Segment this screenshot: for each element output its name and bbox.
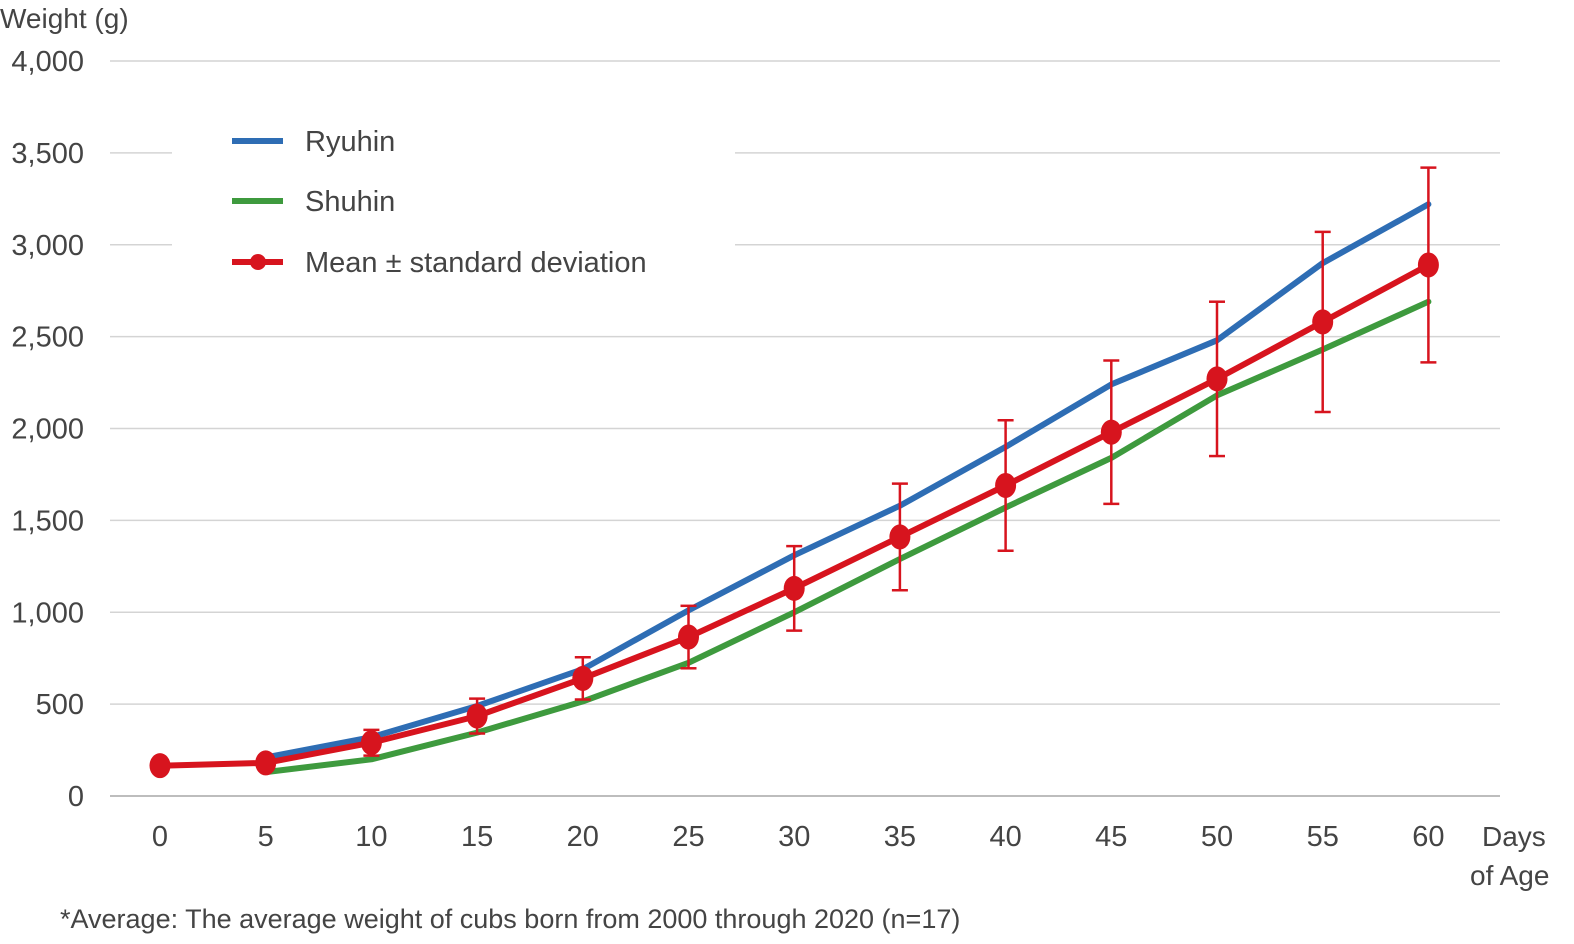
- mean-marker: [149, 753, 171, 779]
- y-tick-label: 1,000: [11, 597, 84, 629]
- x-tick-label: 35: [884, 821, 916, 853]
- x-tick-label: 20: [567, 821, 599, 853]
- mean-marker: [1206, 366, 1228, 392]
- x-tick-label: 25: [672, 821, 704, 853]
- x-tick-labels: 0 5 10 15 20 25 30 35 40 45 50 55 60: [152, 821, 1445, 853]
- legend-label: Mean ± standard deviation: [305, 247, 647, 279]
- y-tick-label: 2,500: [11, 322, 84, 354]
- x-tick-label: 45: [1095, 821, 1127, 853]
- legend: Ryuhin Shuhin Mean ± standard deviation: [232, 126, 647, 279]
- mean-marker: [1100, 419, 1122, 445]
- mean-marker: [783, 575, 805, 601]
- series-line-shuhin: [262, 298, 1432, 776]
- series-line-ryuhin: [262, 201, 1432, 761]
- mean-marker: [572, 665, 594, 691]
- x-axis-title-line2: of Age: [1470, 860, 1549, 891]
- mean-marker: [1312, 309, 1334, 335]
- y-tick-label: 0: [68, 781, 84, 813]
- footnote: *Average: The average weight of cubs bor…: [60, 904, 961, 934]
- mean-markers: [149, 252, 1439, 779]
- x-tick-label: 10: [355, 821, 387, 853]
- series-line-mean-standard-deviation: [157, 262, 1432, 769]
- mean-marker: [889, 524, 911, 550]
- legend-label: Shuhin: [305, 186, 395, 218]
- y-tick-label: 500: [36, 689, 84, 721]
- y-axis-title: Weight (g): [0, 3, 129, 34]
- x-tick-label: 30: [778, 821, 810, 853]
- y-tick-label: 4,000: [11, 46, 84, 78]
- x-tick-label: 0: [152, 821, 168, 853]
- x-tick-label: 5: [258, 821, 274, 853]
- y-tick-label: 2,000: [11, 414, 84, 446]
- mean-marker: [255, 750, 277, 776]
- x-tick-label: 15: [461, 821, 493, 853]
- x-axis-title-line1: Days: [1482, 821, 1546, 852]
- y-tick-labels: 0 500 1,000 1,500 2,000 2,500 3,000 3,500 4,000: [11, 46, 84, 813]
- mean-marker: [360, 730, 382, 756]
- x-tick-label: 60: [1412, 821, 1444, 853]
- legend-label: Ryuhin: [305, 126, 395, 158]
- mean-marker: [678, 624, 699, 650]
- mean-marker: [1417, 252, 1439, 278]
- x-tick-label: 40: [989, 821, 1021, 853]
- y-tick-label: 1,500: [11, 505, 84, 537]
- legend-marker: [250, 254, 266, 270]
- x-tick-label: 55: [1307, 821, 1339, 853]
- mean-marker: [466, 703, 488, 729]
- y-tick-label: 3,000: [11, 230, 84, 262]
- mean-marker: [995, 472, 1017, 498]
- y-tick-label: 3,500: [11, 138, 84, 170]
- x-tick-label: 50: [1201, 821, 1233, 853]
